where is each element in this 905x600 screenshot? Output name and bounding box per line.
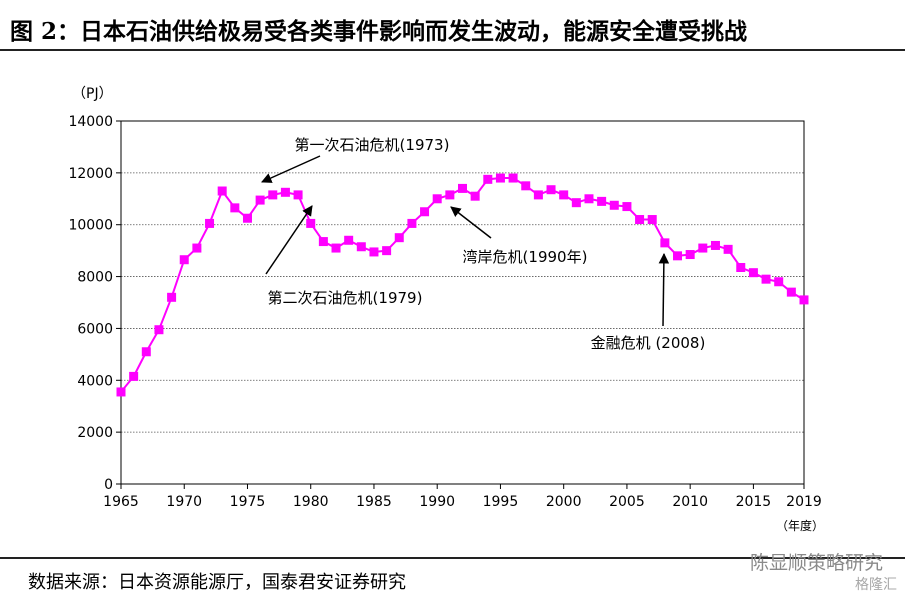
data-point [673,251,683,261]
x-tick-label: 2000 [546,494,582,510]
data-point [786,287,796,297]
x-tick-label: 2019 [786,494,822,510]
data-point [318,237,328,247]
y-axis-label: （PJ） [72,86,113,102]
data-point [609,200,619,210]
x-tick-label: 1965 [103,494,139,510]
data-point [546,185,556,195]
y-tick-label: 14000 [68,114,113,130]
data-point [344,235,354,245]
data-point [723,244,733,254]
data-point [458,183,467,193]
data-point [167,292,177,302]
data-point [293,190,303,200]
data-point [647,215,657,225]
data-markers [116,173,809,397]
data-point [154,325,164,335]
data-point [521,181,531,191]
x-tick-label: 1985 [356,494,392,510]
data-point [761,274,771,284]
annotation-financial-crisis: 金融危机 (2008) [591,334,706,352]
data-point [192,243,202,253]
data-point [394,233,404,243]
data-point [217,186,227,196]
x-tick-label: 1990 [419,494,455,510]
data-point [129,371,139,381]
annotation-gulf-crisis: 湾岸危机(1990年) [463,248,588,266]
y-tick-label: 12000 [68,166,113,182]
data-point [141,347,151,357]
grid-lines [121,172,804,433]
arrow-financial-crisis [658,252,670,327]
data-point [660,238,670,248]
data-point [685,250,695,260]
data-point [622,202,632,212]
x-tick-label: 1970 [166,494,202,510]
data-point [635,215,645,225]
series-line [120,177,805,393]
annotation-second-oil-crisis: 第二次石油危机(1979) [268,289,423,307]
data-point [508,173,518,183]
arrow-gulf-crisis [450,206,492,239]
data-point [571,198,581,208]
watermark-logo: 格隆汇 [855,577,897,593]
data-point [420,207,430,217]
data-point [306,218,316,228]
data-point [495,173,505,183]
data-point [483,174,493,184]
data-point [382,246,392,256]
axes: 0 2000 4000 6000 8000 10000 12000 14000 1965 1970… [68,114,821,510]
x-tick-label: 2015 [736,494,772,510]
plot-frame [120,120,805,485]
data-point [369,247,379,257]
data-point [470,191,480,201]
data-point [280,187,290,197]
data-point [559,190,569,200]
data-point [584,194,594,204]
arrow-second-oil-crisis [265,205,313,275]
data-point [774,277,784,287]
x-tick-label: 1995 [483,494,519,510]
x-tick-label: 1980 [293,494,329,510]
data-point [748,268,758,278]
title-divider [0,49,905,51]
watermark: 陈显顺策略研究 [749,552,883,574]
data-point [242,213,252,223]
data-point [179,255,189,265]
x-tick-label: 2005 [609,494,645,510]
arrow-first-oil-crisis [261,155,321,183]
y-tick-label: 8000 [77,270,113,286]
data-point [799,295,809,305]
data-point [255,195,265,205]
data-point [432,194,442,204]
data-point [356,242,366,252]
footer-divider [0,557,905,559]
data-point [445,190,455,200]
data-point [116,387,126,397]
series-line-path [120,177,805,393]
data-point [331,243,341,253]
y-tick-label: 10000 [68,218,113,234]
data-point [736,262,746,272]
data-source: 数据来源：日本资源能源厅，国泰君安证券研究 [28,572,406,593]
x-tick-label: 1975 [230,494,266,510]
data-point [268,190,278,200]
data-point [230,203,240,213]
y-tick-label: 4000 [77,373,113,389]
data-point [533,190,543,200]
y-tick-label: 6000 [77,321,113,337]
annotation-first-oil-crisis: 第一次石油危机(1973) [295,136,450,154]
data-point [710,240,720,250]
data-point [597,196,607,206]
y-tick-label: 0 [104,477,113,493]
x-tick-label: 2010 [672,494,708,510]
data-point [205,218,215,228]
data-point [407,218,417,228]
y-tick-label: 2000 [77,425,113,441]
page-title: 图 2：日本石油供给极易受各类事件影响而发生波动，能源安全遭受挑战 [10,18,748,45]
x-axis-label: （年度） [776,518,824,533]
data-point [698,243,708,253]
